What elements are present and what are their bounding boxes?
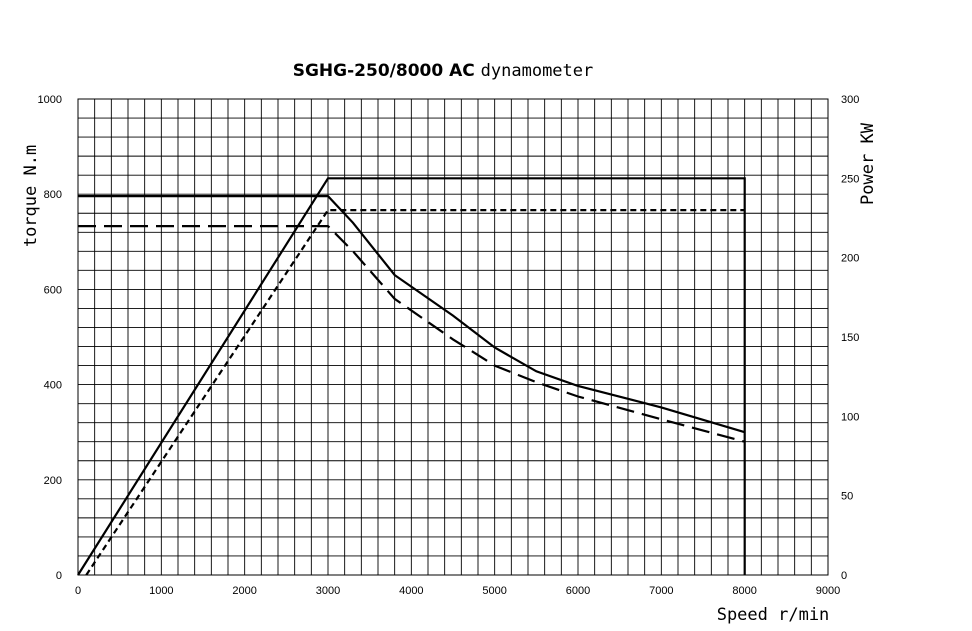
y-tick-label: 0 <box>56 570 62 582</box>
x-axis-label: Speed r/min <box>717 605 830 625</box>
chart-grid <box>78 99 828 575</box>
x-tick-label: 7000 <box>649 585 673 597</box>
x-tick-label: 6000 <box>566 585 590 597</box>
x-tick-label: 8000 <box>732 585 756 597</box>
x-tick-label: 2000 <box>232 585 256 597</box>
y2-tick-label: 200 <box>841 253 859 265</box>
y2-tick-label: 150 <box>841 332 859 344</box>
y-axis-label: torque N.m <box>21 145 41 247</box>
y-tick-label: 400 <box>44 380 62 392</box>
series-line-4 <box>85 209 745 576</box>
y2-tick-label: 0 <box>841 570 847 582</box>
y2-tick-label: 50 <box>841 491 853 503</box>
y2-tick-label: 100 <box>841 411 859 423</box>
y2-tick-label: 300 <box>841 94 859 106</box>
plot-area <box>77 98 829 576</box>
x-tick-label: 5000 <box>482 585 506 597</box>
y-tick-label: 1000 <box>38 94 62 106</box>
x-tick-label: 1000 <box>149 585 173 597</box>
y-tick-label: 800 <box>44 189 62 201</box>
chart-series <box>77 177 746 576</box>
series-line-2 <box>78 225 745 443</box>
y-tick-label: 200 <box>44 475 62 487</box>
y2-tick-label: 250 <box>841 173 859 185</box>
x-tick-label: 0 <box>75 585 81 597</box>
chart-ticks: 0 1000 2000 3000 4000 5000 6000 7000 8000 9000020… <box>38 94 860 597</box>
chart-title: SGHG-250/8000 AC dynamometer <box>293 61 594 81</box>
y-tick-label: 600 <box>44 284 62 296</box>
series-line-3 <box>77 177 746 576</box>
x-tick-label: 3000 <box>316 585 340 597</box>
x-tick-label: 9000 <box>816 585 840 597</box>
x-tick-label: 4000 <box>399 585 423 597</box>
y2-axis-label: Power KW <box>858 122 878 205</box>
